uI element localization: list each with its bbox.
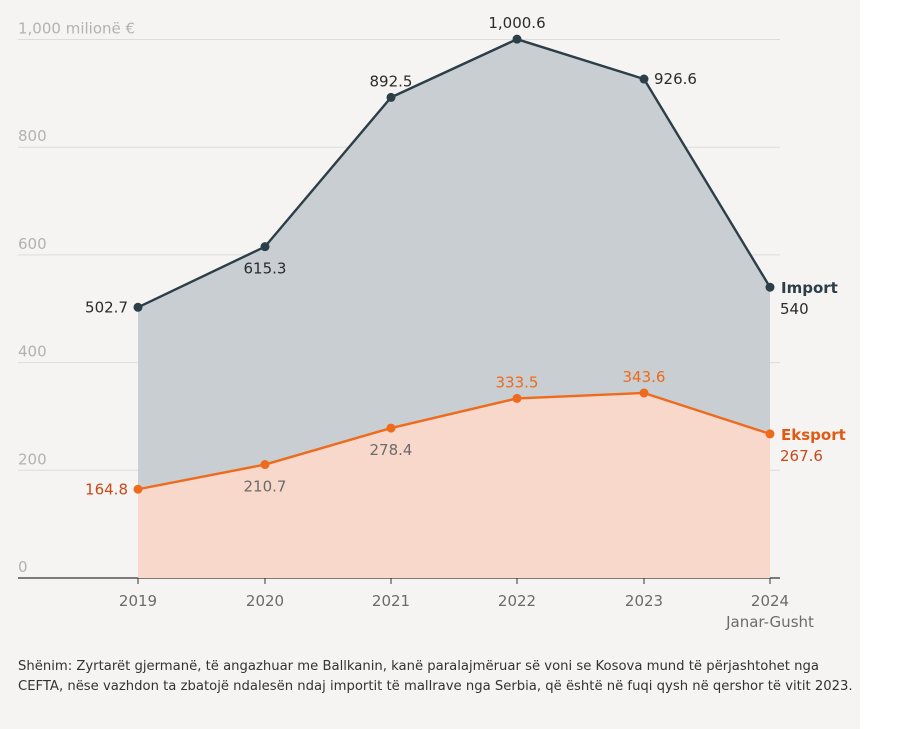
import-point-2022 xyxy=(512,34,522,44)
import-value-label-2020: 615.3 xyxy=(244,260,287,278)
x-tick-label-2019: 2019 xyxy=(119,592,157,610)
export-point-2024 xyxy=(765,429,775,439)
x-tick-label-2023: 2023 xyxy=(625,592,663,610)
export-point-2020 xyxy=(260,460,270,470)
import-value-label-2021: 892.5 xyxy=(370,72,413,90)
export-value-label-2019: 164.8 xyxy=(85,480,128,498)
export-value-label-2020: 210.7 xyxy=(244,478,287,496)
import-line xyxy=(137,37,772,309)
y-tick-label-800: 800 xyxy=(18,127,47,145)
x-tick-label-2022: 2022 xyxy=(498,592,536,610)
import-point-2019 xyxy=(133,302,143,312)
y-tick-label-600: 600 xyxy=(18,235,47,253)
x-tick-label-2024: 2024 xyxy=(751,592,789,610)
y-tick-label-1000: 1,000 milionë € xyxy=(18,20,135,38)
chart: 0 200 400 600 800 1,000 milionë € 2019 2020 2021… xyxy=(18,14,846,631)
import-value-label-2023: 926.6 xyxy=(654,70,697,88)
y-tick-label-0: 0 xyxy=(18,558,28,576)
import-point-2024 xyxy=(765,282,775,292)
y-tick-label-400: 400 xyxy=(18,343,47,361)
export-value-label-2021: 278.4 xyxy=(370,441,413,459)
chart-note: Shënim: Zyrtarët gjermanë, të angazhuar … xyxy=(18,659,853,694)
import-value-label-2024: 540 xyxy=(780,300,809,318)
export-series-label: Eksport xyxy=(781,426,846,444)
export-point-2022 xyxy=(512,393,522,403)
export-value-label-2023: 343.6 xyxy=(623,368,666,386)
export-value-label-2022: 333.5 xyxy=(496,373,539,391)
import-point-2023 xyxy=(639,74,649,84)
export-point-2021 xyxy=(386,423,396,433)
export-area xyxy=(138,392,770,578)
export-point-2023 xyxy=(639,388,649,398)
export-point-2019 xyxy=(133,484,143,494)
import-point-2021 xyxy=(386,92,396,102)
import-series-label: Import xyxy=(781,279,838,297)
import-value-label-2022: 1,000.6 xyxy=(488,14,545,32)
import-value-label-2019: 502.7 xyxy=(85,298,128,316)
export-line xyxy=(137,391,771,491)
y-tick-label-200: 200 xyxy=(18,450,47,468)
export-value-label-2024: 267.6 xyxy=(780,447,823,465)
chart-panel: 0 200 400 600 800 1,000 milionë € 2019 2020 2021… xyxy=(0,0,860,729)
x-tick-sublabel-2024: Janar-Gusht xyxy=(725,613,814,631)
x-tick-label-2021: 2021 xyxy=(372,592,410,610)
import-point-2020 xyxy=(260,242,270,252)
x-tick-label-2020: 2020 xyxy=(246,592,284,610)
